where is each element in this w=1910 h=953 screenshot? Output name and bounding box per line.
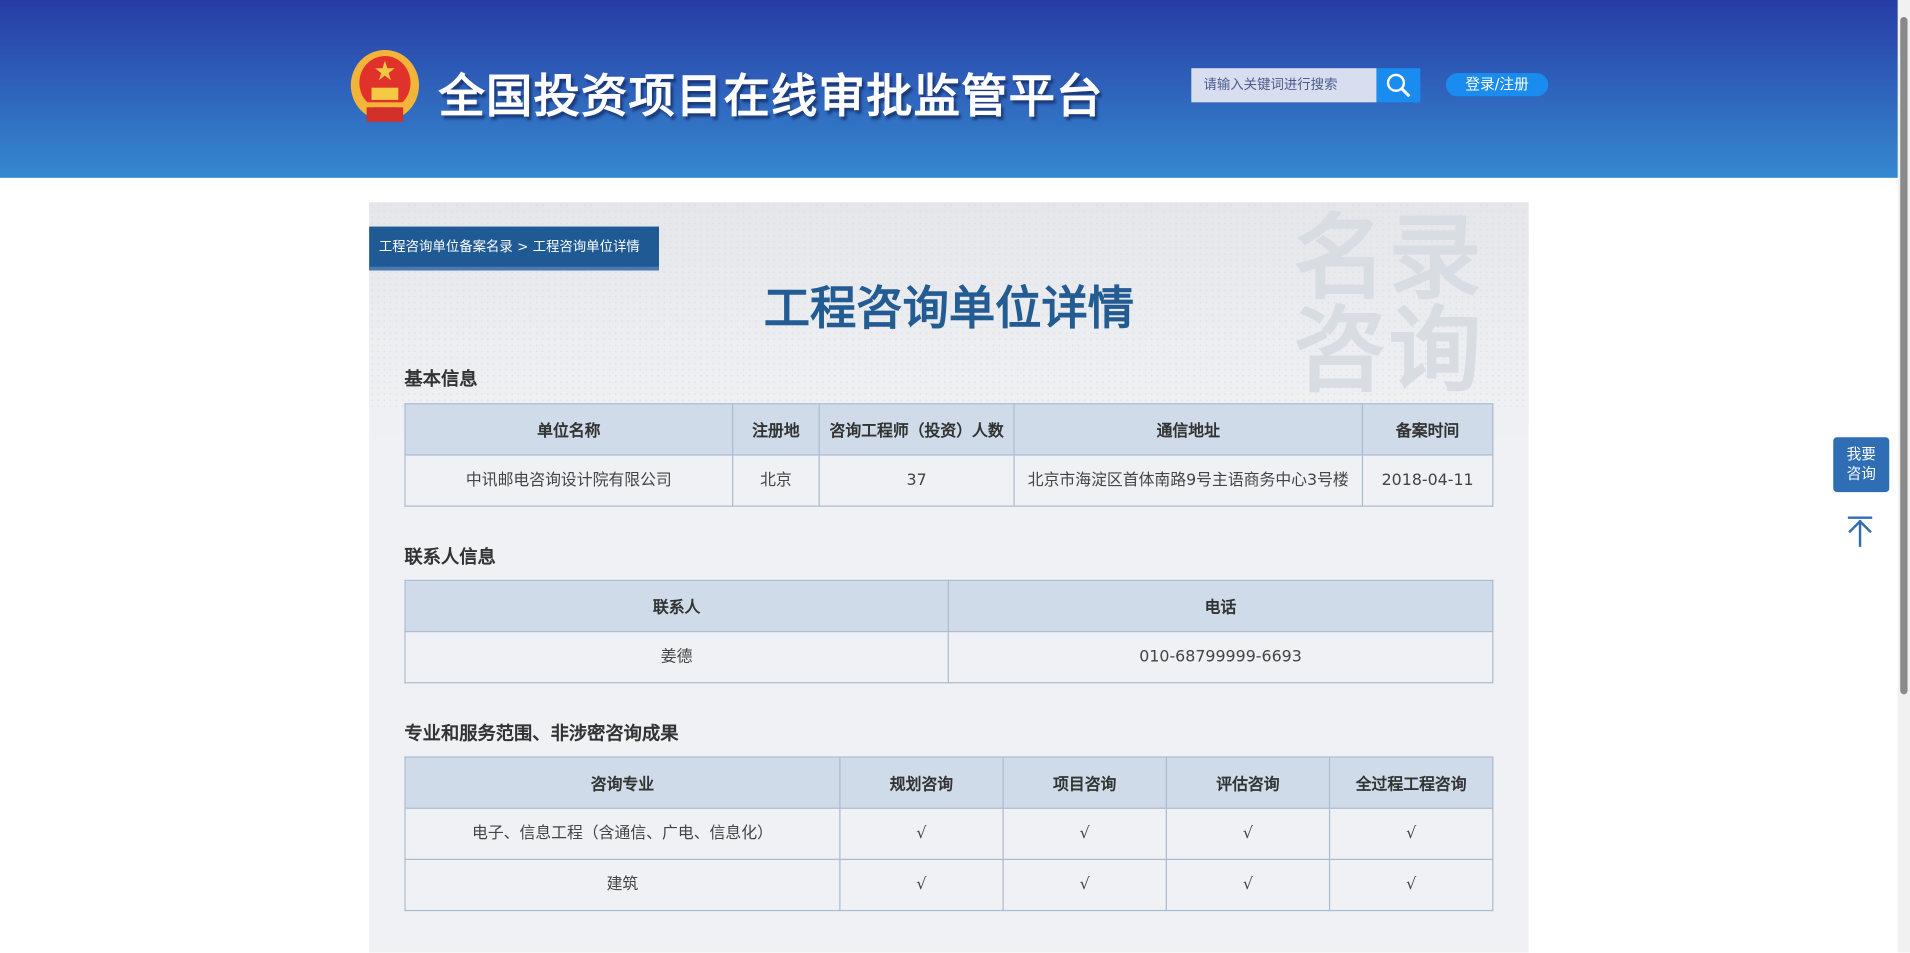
check-mark: √ — [1002, 807, 1167, 860]
page-scrollbar[interactable] — [1897, 0, 1910, 953]
breadcrumb: 工程咨询单位备案名录 > 工程咨询单位详情 — [369, 226, 659, 271]
unit-name: 中讯邮电咨询设计院有限公司 — [404, 454, 734, 507]
col-header: 联系人 — [404, 579, 949, 633]
col-header: 单位名称 — [404, 403, 734, 456]
table-header-row: 单位名称 注册地 咨询工程师（投资）人数 通信地址 备案时间 — [404, 403, 1494, 456]
col-header: 规划咨询 — [839, 756, 1004, 809]
filing-date: 2018-04-11 — [1361, 454, 1494, 507]
specialty: 建筑 — [404, 858, 841, 912]
watermark: 名录 咨询 — [1293, 203, 1484, 405]
col-header: 备案时间 — [1361, 403, 1494, 456]
consult-button[interactable]: 我要咨询 — [1833, 437, 1890, 493]
registered-place: 北京 — [732, 454, 820, 507]
scrollbar-thumb[interactable] — [1900, 17, 1908, 695]
section-title-contact: 联系人信息 — [404, 545, 496, 568]
check-mark: √ — [1328, 807, 1494, 860]
col-header: 注册地 — [732, 403, 820, 456]
check-mark: √ — [839, 858, 1004, 912]
table-row: 姜德 010-68799999-6693 — [404, 630, 1494, 684]
table-row: 电子、信息工程（含通信、广电、信息化） √ √ √ √ — [404, 807, 1494, 860]
contact-info-table: 联系人 电话 姜德 010-68799999-6693 — [404, 579, 1494, 684]
col-header: 全过程工程咨询 — [1328, 756, 1494, 809]
address: 北京市海淀区首体南路9号主语商务中心3号楼 — [1013, 454, 1364, 507]
phone: 010-68799999-6693 — [947, 630, 1494, 684]
breadcrumb-item-current: 工程咨询单位详情 — [532, 238, 640, 255]
breadcrumb-separator: > — [517, 238, 529, 255]
table-header-row: 咨询专业 规划咨询 项目咨询 评估咨询 全过程工程咨询 — [404, 756, 1494, 809]
check-mark: √ — [1165, 807, 1331, 860]
search-input[interactable] — [1191, 68, 1377, 103]
search-button[interactable] — [1376, 68, 1421, 103]
col-header: 咨询工程师（投资）人数 — [818, 403, 1015, 456]
table-row: 中讯邮电咨询设计院有限公司 北京 37 北京市海淀区首体南路9号主语商务中心3号… — [404, 454, 1494, 507]
col-header: 通信地址 — [1013, 403, 1364, 456]
search-icon — [1386, 73, 1411, 98]
login-register-button[interactable]: 登录/注册 — [1445, 73, 1549, 97]
specialty: 电子、信息工程（含通信、广电、信息化） — [404, 807, 841, 860]
consult-label: 我要咨询 — [1846, 445, 1876, 483]
col-header: 咨询专业 — [404, 756, 841, 809]
col-header: 电话 — [947, 579, 1494, 633]
contact-person: 姜德 — [404, 630, 949, 684]
breadcrumb-item-directory[interactable]: 工程咨询单位备案名录 — [378, 238, 513, 255]
basic-info-table: 单位名称 注册地 咨询工程师（投资）人数 通信地址 备案时间 中讯邮电咨询设计院… — [404, 403, 1494, 507]
detail-panel: 名录 咨询 工程咨询单位备案名录 > 工程咨询单位详情 工程咨询单位详情 基本信息… — [369, 202, 1529, 953]
section-title-scope: 专业和服务范围、非涉密咨询成果 — [404, 722, 679, 745]
check-mark: √ — [839, 807, 1004, 860]
col-header: 评估咨询 — [1165, 756, 1331, 809]
table-header-row: 联系人 电话 — [404, 579, 1494, 633]
engineer-count: 37 — [818, 454, 1015, 507]
site-title: 全国投资项目在线审批监管平台 — [438, 69, 1104, 124]
scope-table: 咨询专业 规划咨询 项目咨询 评估咨询 全过程工程咨询 电子、信息工程（含通信、… — [404, 756, 1494, 912]
site-header: 全国投资项目在线审批监管平台 登录/注册 — [0, 0, 1898, 178]
table-row: 建筑 √ √ √ √ — [404, 858, 1494, 912]
col-header: 项目咨询 — [1002, 756, 1167, 809]
page-title: 工程咨询单位详情 — [763, 281, 1135, 335]
back-to-top-icon[interactable] — [1845, 514, 1874, 548]
check-mark: √ — [1328, 858, 1494, 912]
section-title-basic: 基本信息 — [404, 367, 478, 390]
national-emblem-icon — [350, 49, 420, 122]
check-mark: √ — [1002, 858, 1167, 912]
check-mark: √ — [1165, 858, 1331, 912]
